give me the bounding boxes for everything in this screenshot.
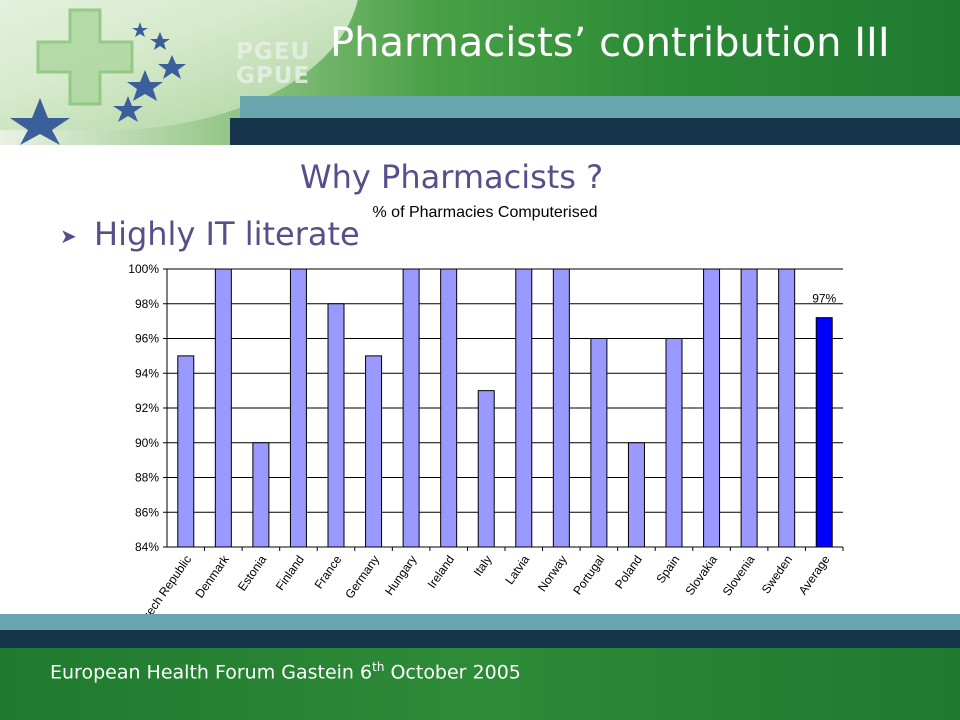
x-tick-label-6: Hungary [382, 553, 419, 598]
x-tick-label-17: Average [796, 552, 833, 597]
bar-3 [289, 268, 307, 548]
slide-header: PGEU GPUE [0, 0, 960, 145]
y-tick-label-4: 92% [135, 401, 159, 415]
bar-4 [327, 303, 345, 548]
bullet-text: Highly IT literate [94, 215, 360, 253]
x-tick-label-15: Slovenia [720, 552, 758, 598]
slide-footer [0, 648, 960, 720]
y-tick-label-1: 86% [135, 505, 159, 519]
slide-title: Pharmacists’ contribution III [330, 20, 890, 66]
bar-6 [402, 268, 420, 548]
footer-text-main: European Health Forum Gastein 6 [50, 661, 373, 684]
footer-band-light [0, 614, 960, 630]
footer-band-dark [0, 630, 960, 648]
x-tick-label-9: Latvia [502, 552, 532, 587]
bar-8 [477, 390, 495, 548]
logo-line-2: GPUE [236, 63, 311, 89]
bar-13 [665, 338, 683, 548]
bar-5 [365, 355, 383, 548]
bar-16 [778, 268, 796, 548]
footer-text: European Health Forum Gastein 6th Octobe… [50, 660, 521, 683]
footer-superscript: th [372, 660, 385, 674]
x-tick-label-4: France [312, 552, 345, 591]
pgeu-logo-text: PGEU GPUE [236, 40, 326, 88]
bar-15 [740, 268, 758, 548]
bar-2 [252, 442, 270, 548]
x-tick-label-13: Spain [653, 553, 682, 586]
header-band-dark [230, 118, 960, 145]
x-tick-label-3: Finland [273, 553, 307, 593]
y-tick-label-7: 98% [135, 297, 159, 311]
chart-title: % of Pharmacies Computerised [373, 204, 598, 221]
arrow-bullet-icon: ➤ [60, 224, 77, 248]
x-tick-label-11: Portugal [570, 553, 607, 598]
x-tick-label-12: Poland [612, 553, 645, 592]
computerised-pharmacies-chart: % of Pharmacies Computerised 84% 86% 88% 90%… [128, 204, 844, 630]
bar-7 [440, 268, 458, 548]
y-tick-label-3: 90% [135, 436, 159, 450]
header-band-light [240, 96, 960, 118]
y-tick-label-0: 84% [135, 540, 159, 554]
bar-12 [627, 442, 645, 548]
footer-text-date: October 2005 [384, 661, 521, 684]
y-tick-label-6: 96% [135, 332, 159, 346]
y-tick-label-8: 100% [128, 262, 159, 276]
x-tick-label-7: Ireland [425, 553, 458, 591]
bar-0 [177, 355, 195, 548]
bar-11 [590, 338, 608, 548]
x-tick-label-16: Sweden [759, 553, 795, 597]
bar-17 [815, 317, 833, 548]
pgeu-cross-logo-icon [10, 8, 186, 145]
x-tick-label-2: Estonia [235, 552, 270, 593]
bullet-item: ➤ Highly IT literate [60, 215, 360, 253]
logo-line-1: PGEU [236, 39, 311, 65]
bar-9 [515, 268, 533, 548]
x-tick-label-14: Slovakia [683, 552, 721, 597]
x-tick-label-1: Denmark [192, 552, 232, 601]
data-label-0: 97% [812, 292, 836, 306]
y-tick-label-2: 88% [135, 471, 159, 485]
bar-14 [703, 268, 721, 548]
x-tick-label-10: Norway [535, 553, 570, 594]
y-tick-label-5: 94% [135, 366, 159, 380]
bar-1 [214, 268, 232, 548]
slide-subtitle: Why Pharmacists ? [300, 158, 604, 196]
x-tick-label-8: Italy [471, 553, 495, 579]
bar-10 [552, 268, 570, 548]
x-tick-label-5: Germany [342, 553, 382, 601]
